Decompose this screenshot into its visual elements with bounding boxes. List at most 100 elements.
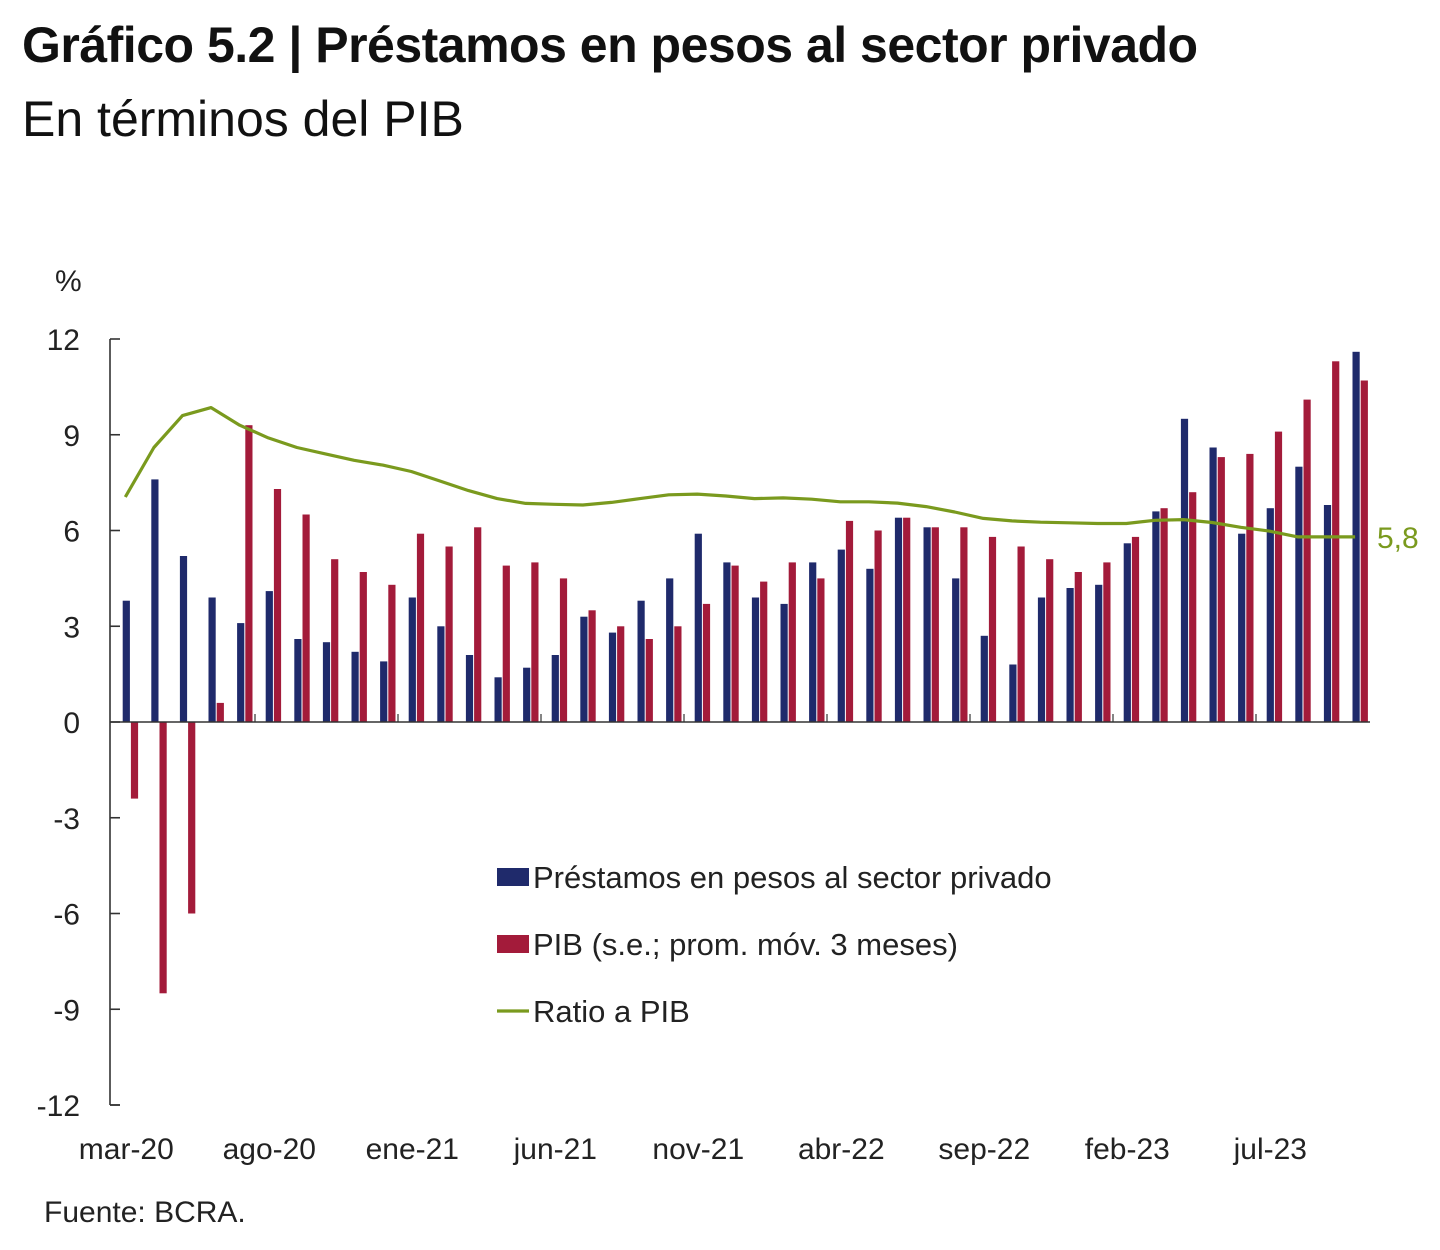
bar-pib bbox=[1332, 361, 1340, 722]
bar-pib bbox=[531, 562, 539, 722]
bar-pib bbox=[731, 565, 739, 722]
bar-prestamos bbox=[265, 591, 273, 722]
bar-prestamos bbox=[1323, 505, 1332, 722]
bar-prestamos bbox=[179, 556, 188, 722]
y-tick-label: -3 bbox=[53, 803, 80, 836]
bar-prestamos bbox=[294, 639, 302, 722]
bar-prestamos bbox=[1066, 588, 1074, 722]
bar-pib bbox=[903, 517, 911, 722]
x-tick-label: sep-22 bbox=[938, 1133, 1030, 1166]
bar-prestamos bbox=[1209, 447, 1217, 722]
bar-pib bbox=[1274, 431, 1283, 722]
bar-pib bbox=[1189, 492, 1197, 722]
y-tick-label: 12 bbox=[47, 324, 80, 357]
x-tick-label: ago-20 bbox=[223, 1133, 316, 1166]
bar-prestamos bbox=[894, 517, 903, 722]
bar-pib bbox=[1360, 380, 1368, 722]
bar-prestamos bbox=[122, 600, 130, 722]
x-tick-label: nov-21 bbox=[652, 1133, 744, 1166]
bar-pib bbox=[874, 530, 882, 722]
bar-pib bbox=[1017, 546, 1025, 722]
bar-prestamos bbox=[780, 603, 788, 722]
bar-prestamos bbox=[494, 677, 502, 722]
bar-prestamos bbox=[580, 616, 588, 722]
bar-prestamos bbox=[237, 623, 245, 722]
bar-prestamos bbox=[208, 597, 216, 722]
legend-label: PIB (s.e.; prom. móv. 3 meses) bbox=[533, 927, 958, 962]
bar-pib bbox=[617, 626, 625, 723]
bar-prestamos bbox=[666, 578, 674, 722]
bar-pib bbox=[645, 639, 653, 722]
bar-prestamos bbox=[437, 626, 445, 723]
bar-pib bbox=[273, 489, 282, 722]
bar-prestamos bbox=[322, 642, 331, 722]
bar-pib bbox=[1103, 562, 1111, 722]
bar-prestamos bbox=[465, 655, 474, 722]
line-layer: 5,8 bbox=[123, 406, 1419, 555]
legend-swatch-pib bbox=[497, 935, 529, 953]
x-tick-label: mar-20 bbox=[79, 1133, 174, 1166]
bar-prestamos bbox=[380, 661, 388, 722]
bar-pib bbox=[130, 722, 139, 799]
bar-prestamos bbox=[1152, 511, 1160, 722]
x-tick-label: jul-23 bbox=[1233, 1133, 1307, 1166]
bar-pib bbox=[960, 527, 968, 722]
bar-prestamos bbox=[151, 479, 159, 722]
bar-prestamos bbox=[408, 597, 416, 722]
bar-pib bbox=[674, 626, 682, 723]
bar-prestamos bbox=[866, 568, 874, 722]
bar-prestamos bbox=[1123, 543, 1131, 722]
y-tick-label: 6 bbox=[63, 516, 80, 549]
bar-pib bbox=[1046, 559, 1054, 722]
bar-pib bbox=[302, 514, 310, 722]
bar-prestamos bbox=[1009, 664, 1017, 722]
bar-pib bbox=[388, 584, 396, 722]
bar-pib bbox=[845, 520, 854, 722]
bar-pib bbox=[502, 565, 510, 722]
y-tick-label: -6 bbox=[53, 899, 80, 932]
bar-prestamos bbox=[1352, 351, 1360, 722]
ratio-line bbox=[123, 406, 1356, 539]
legend-swatch-prestamos bbox=[497, 868, 529, 886]
bar-pib bbox=[1131, 536, 1140, 722]
bar-pib bbox=[702, 603, 711, 722]
bar-pib bbox=[760, 581, 768, 722]
axes-layer: 12 9 6 3 0 -3 -6 -9 -12% mar-20 ago-20 ene-21 jun-21… bbox=[37, 265, 1370, 1166]
bar-prestamos bbox=[809, 562, 817, 722]
bar-prestamos bbox=[1238, 533, 1246, 722]
bar-pib bbox=[988, 536, 997, 722]
bar-prestamos bbox=[1095, 584, 1103, 722]
bar-prestamos bbox=[1037, 597, 1046, 722]
bar-pib bbox=[245, 425, 253, 722]
bar-prestamos bbox=[980, 635, 988, 722]
bar-pib bbox=[588, 610, 596, 722]
ratio-end-label: 5,8 bbox=[1377, 522, 1419, 555]
bar-pib bbox=[474, 527, 482, 722]
bar-prestamos bbox=[351, 651, 359, 722]
y-tick-label: 9 bbox=[63, 420, 80, 453]
bar-pib bbox=[359, 572, 367, 722]
bar-pib bbox=[788, 562, 796, 722]
source-note: Fuente: BCRA. bbox=[44, 1196, 246, 1229]
y-tick-label: -12 bbox=[37, 1090, 80, 1123]
bar-prestamos bbox=[608, 632, 617, 722]
legend: Préstamos en pesos al sector privado PIB … bbox=[497, 860, 1052, 1029]
bar-pib bbox=[1160, 508, 1168, 722]
legend-label: Préstamos en pesos al sector privado bbox=[533, 860, 1052, 895]
bar-pib bbox=[1303, 399, 1311, 722]
y-tick-label: 3 bbox=[63, 611, 80, 644]
y-tick-label: 0 bbox=[63, 707, 80, 740]
bar-pib bbox=[159, 722, 167, 994]
bar-pib bbox=[416, 533, 425, 722]
bar-pib bbox=[559, 578, 568, 722]
bar-prestamos bbox=[837, 549, 845, 722]
bar-prestamos bbox=[751, 597, 760, 722]
bar-prestamos bbox=[952, 578, 960, 722]
bar-pib bbox=[931, 527, 939, 722]
x-tick-label: jun-21 bbox=[513, 1133, 597, 1166]
bar-pib bbox=[216, 702, 224, 722]
y-tick-label: -9 bbox=[53, 994, 80, 1027]
bar-pib bbox=[1217, 457, 1225, 722]
bars-layer bbox=[122, 351, 1368, 994]
